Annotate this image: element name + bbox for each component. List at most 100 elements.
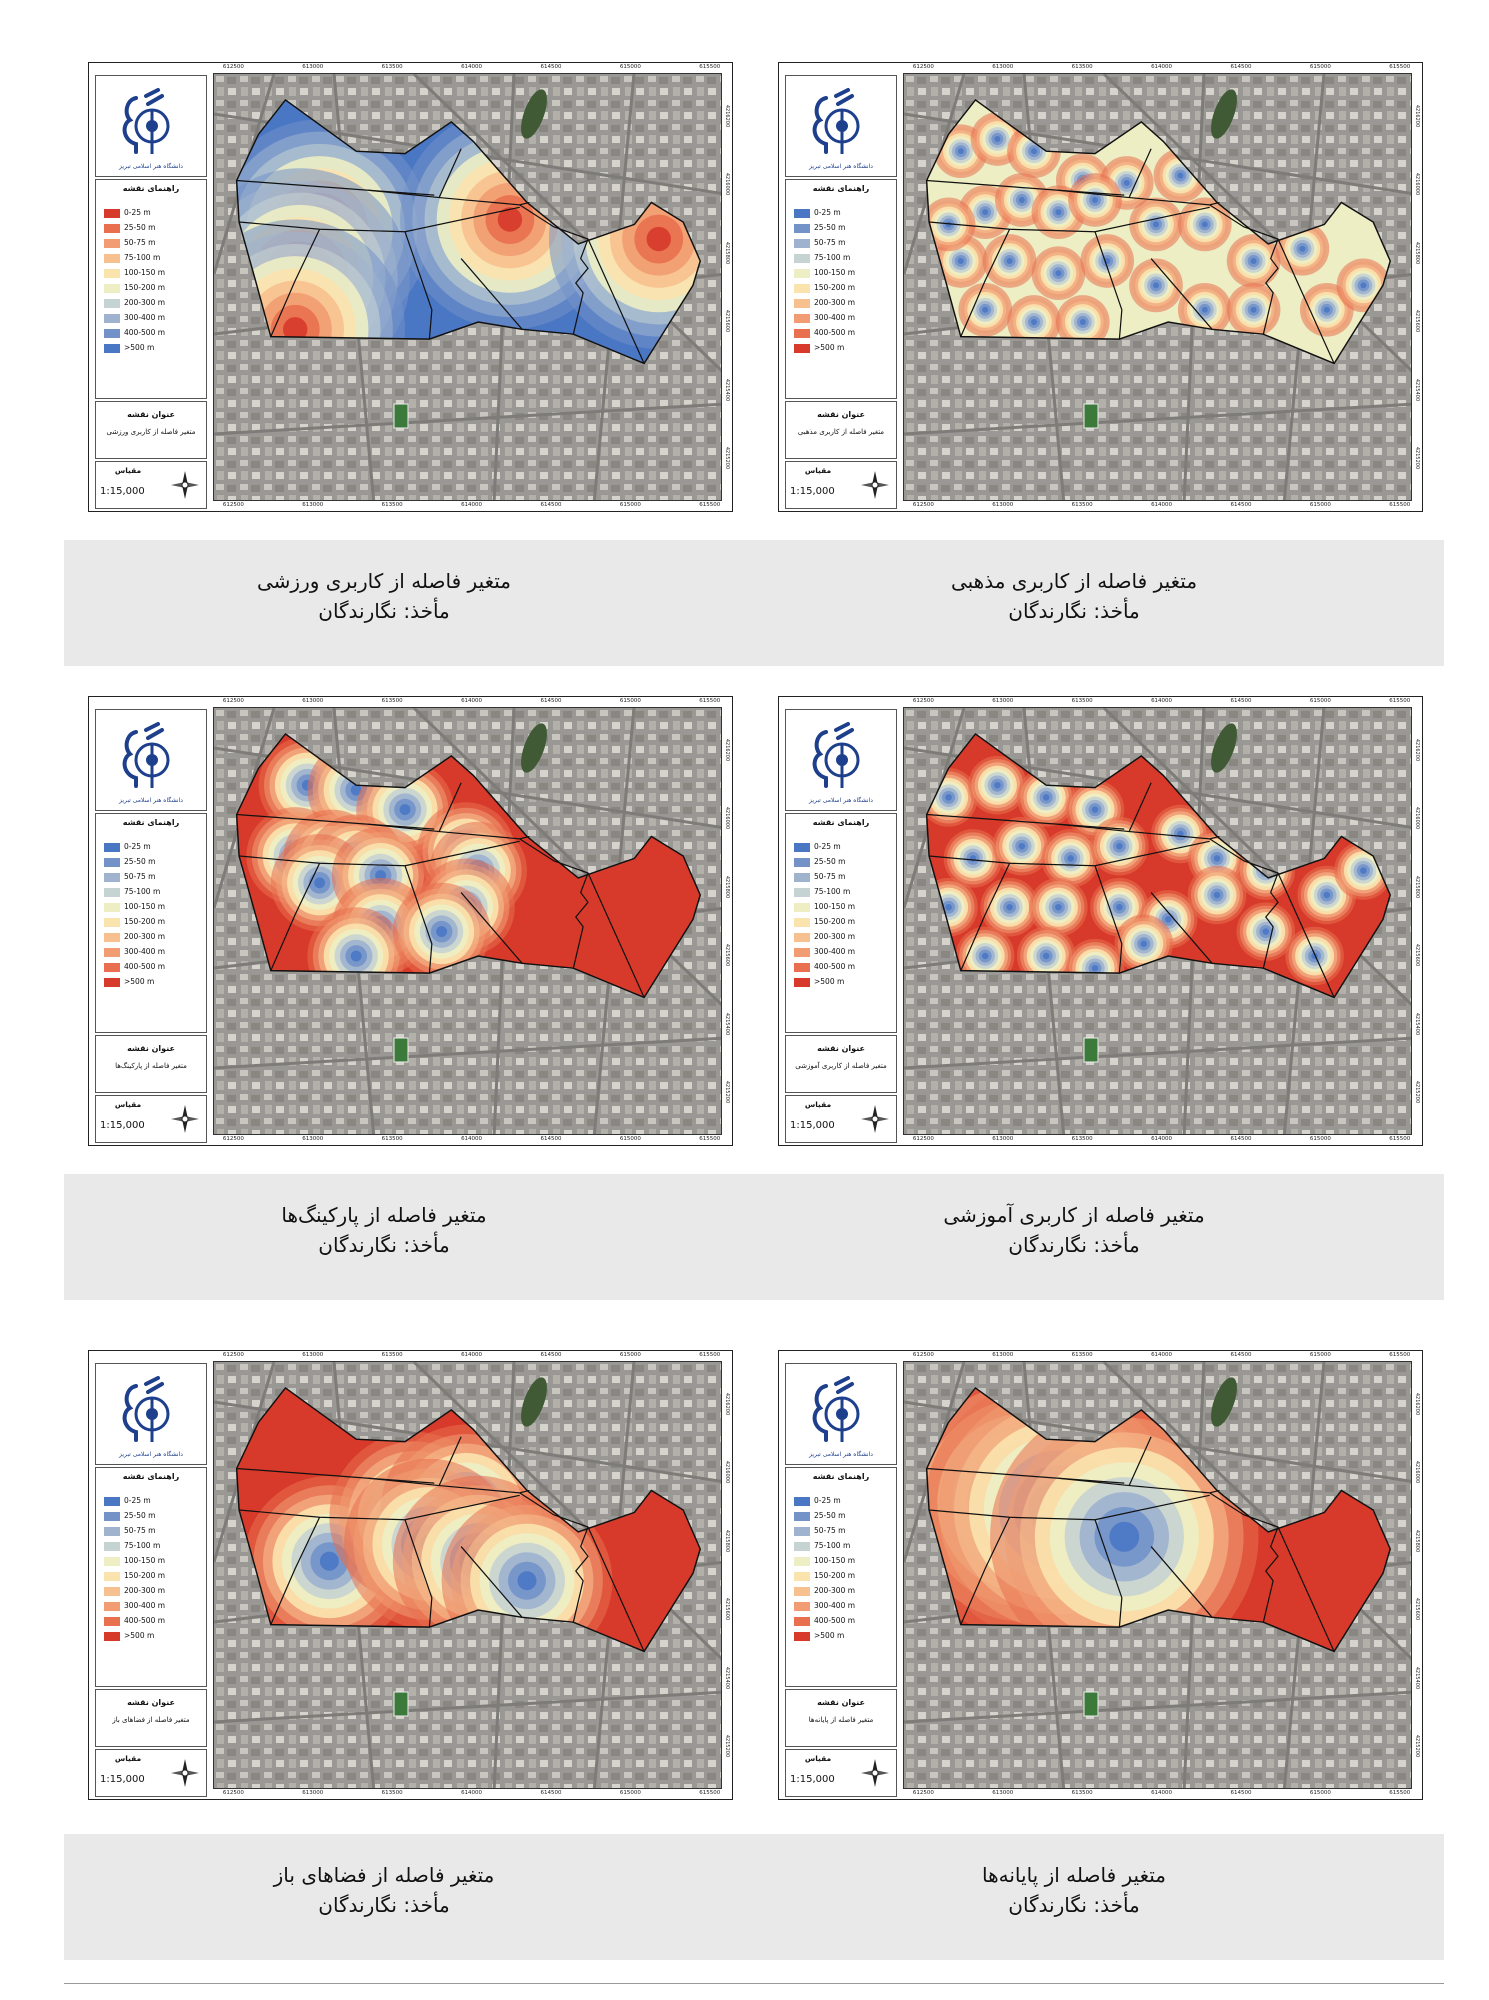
legend-label: 400-500 m [124, 1616, 166, 1625]
scale-value: 1:15,000 [790, 1774, 835, 1785]
legend-swatch [794, 947, 810, 957]
caption-title: متغیر فاصله از پایانه‌ها [982, 1863, 1166, 1887]
legend-item: 400-500 m [104, 1616, 165, 1626]
legend-swatch [104, 842, 120, 852]
legend-label: 0-25 m [814, 842, 841, 851]
logo-caption: دانشگاه هنر اسلامی تبریز [809, 1451, 873, 1458]
legend-swatch [794, 857, 810, 867]
legend-swatch [104, 902, 120, 912]
coord-x-label: 615500 [699, 1352, 721, 1358]
legend-swatch [104, 298, 120, 308]
logo-caption: دانشگاه هنر اسلامی تبریز [809, 163, 873, 170]
north-arrow-icon [861, 471, 889, 499]
legend-label: 25-50 m [814, 1511, 846, 1520]
legend-swatch [794, 208, 810, 218]
coord-labels-top: 612500 613000 613500 614000 614500 615000 6155… [903, 1352, 1412, 1361]
legend-item: 300-400 m [794, 1601, 855, 1611]
coord-labels-bottom: 612500 613000 613500 614000 614500 615000 6155… [903, 1136, 1412, 1145]
map-sidebar: دانشگاه هنر اسلامی تبریز راهنمای نقشه 0-25… [95, 703, 207, 1143]
coord-x-label: 612500 [222, 698, 244, 704]
coord-x-label: 615000 [619, 502, 641, 508]
legend-item: 400-500 m [794, 962, 855, 972]
map-title-heading: عنوان نقشه [817, 1044, 865, 1053]
legend-title: راهنمای نقشه [122, 1472, 180, 1481]
coord-x-label: 612500 [912, 698, 934, 704]
legend-panel: راهنمای نقشه 0-25 m 25-50 m 50-75 m 75-100 m… [785, 813, 897, 1033]
coord-y-label: 4215400 [724, 1012, 730, 1035]
coord-x-label: 613500 [381, 502, 403, 508]
coord-labels-right: 4216200 4216000 4215800 4215600 4215400 42152… [1414, 707, 1422, 1135]
coord-x-label: 614000 [1151, 1136, 1173, 1142]
legend-label: 200-300 m [124, 932, 166, 941]
coord-x-label: 614000 [461, 64, 483, 70]
map-canvas [903, 707, 1412, 1135]
caption-source: مأخذ: نگارندگان [1008, 599, 1140, 623]
map-title-heading: عنوان نقشه [817, 1698, 865, 1707]
scale-value: 1:15,000 [790, 486, 835, 497]
legend-label: 100-150 m [814, 1556, 856, 1565]
legend-item: 300-400 m [104, 947, 165, 957]
legend-label: >500 m [814, 977, 845, 986]
legend-item: 200-300 m [794, 298, 855, 308]
coord-y-label: 4216200 [724, 1392, 730, 1415]
coord-x-label: 613500 [381, 1136, 403, 1142]
legend-item: 300-400 m [104, 313, 165, 323]
legend-label: 50-75 m [814, 872, 846, 881]
legend-item: 75-100 m [794, 1541, 850, 1551]
legend-item: 100-150 m [104, 902, 165, 912]
map-canvas [903, 1361, 1412, 1789]
legend-swatch [104, 1511, 120, 1521]
coord-x-label: 612500 [222, 1352, 244, 1358]
legend-swatch [104, 238, 120, 248]
coord-y-label: 4215200 [724, 447, 730, 470]
legend-item: >500 m [794, 343, 844, 353]
legend-panel: راهنمای نقشه 0-25 m 25-50 m 50-75 m 75-100 m… [785, 179, 897, 399]
legend-item: 50-75 m [794, 1526, 845, 1536]
coord-x-label: 615500 [1389, 698, 1411, 704]
legend-item: 200-300 m [794, 932, 855, 942]
legend-swatch [794, 253, 810, 263]
scale-panel: مقیاس 1:15,000 [785, 1749, 897, 1797]
legend-label: 100-150 m [124, 268, 166, 277]
legend-title: راهنمای نقشه [812, 818, 870, 827]
legend-label: 50-75 m [814, 238, 846, 247]
coord-x-label: 615000 [1309, 1790, 1331, 1796]
legend-label: 400-500 m [814, 962, 856, 971]
legend-item: 200-300 m [104, 932, 165, 942]
legend-item: 150-200 m [794, 917, 855, 927]
legend-item: 400-500 m [794, 1616, 855, 1626]
legend-panel: راهنمای نقشه 0-25 m 25-50 m 50-75 m 75-100 m… [95, 179, 207, 399]
coord-y-label: 4216000 [724, 173, 730, 196]
coord-x-label: 612500 [222, 64, 244, 70]
coord-y-label: 4215400 [724, 1666, 730, 1689]
scale-heading: مقیاس [114, 1100, 142, 1109]
coord-x-label: 612500 [912, 1790, 934, 1796]
map-sidebar: دانشگاه هنر اسلامی تبریز راهنمای نقشه 0-25… [95, 69, 207, 509]
legend-panel: راهنمای نقشه 0-25 m 25-50 m 50-75 m 75-100 m… [785, 1467, 897, 1687]
coord-x-label: 614500 [540, 698, 562, 704]
legend-item: 50-75 m [104, 1526, 155, 1536]
university-logo [122, 722, 170, 788]
coord-x-label: 615000 [619, 1790, 641, 1796]
legend-item: 25-50 m [794, 1511, 845, 1521]
coord-x-label: 614000 [1151, 502, 1173, 508]
university-logo [812, 88, 860, 154]
legend-item: 75-100 m [794, 253, 850, 263]
legend-item: >500 m [104, 343, 154, 353]
legend-swatch [104, 977, 120, 987]
map-canvas [213, 73, 722, 501]
legend-item: 100-150 m [794, 1556, 855, 1566]
legend-item: >500 m [104, 1631, 154, 1641]
coord-labels-right: 4216200 4216000 4215800 4215600 4215400 42152… [1414, 73, 1422, 501]
coord-labels-bottom: 612500 613000 613500 614000 614500 615000 6155… [903, 502, 1412, 511]
coord-y-label: 4215800 [724, 1529, 730, 1552]
caption-source: مأخذ: نگارندگان [1008, 1893, 1140, 1917]
legend-swatch [104, 1541, 120, 1551]
legend-swatch [794, 1601, 810, 1611]
legend-label: 25-50 m [814, 857, 846, 866]
caption-title: متغیر فاصله از پارکینگ‌ها [281, 1203, 487, 1227]
coord-x-label: 615500 [1389, 1136, 1411, 1142]
legend-label: 150-200 m [124, 283, 166, 292]
legend-swatch [794, 902, 810, 912]
map-title-heading: عنوان نقشه [127, 1044, 175, 1053]
